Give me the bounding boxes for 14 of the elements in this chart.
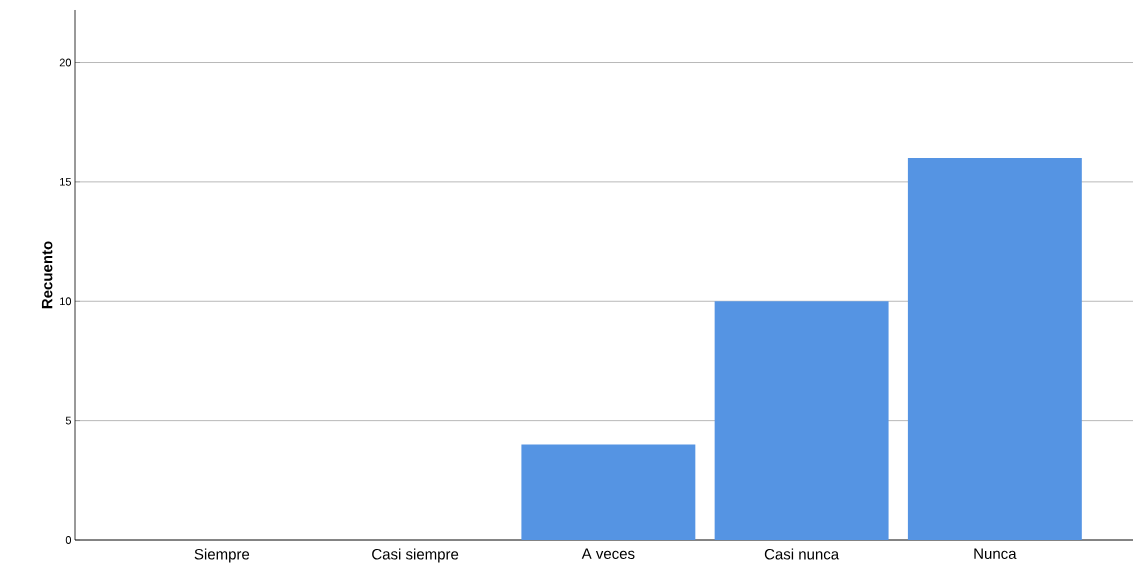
y-tick-label: 5 — [65, 416, 72, 425]
y-tick-label: 0 — [65, 536, 72, 544]
x-tick-label: Casi nunca — [764, 548, 840, 560]
x-tick-label: Siempre — [194, 548, 250, 563]
bar — [521, 444, 696, 540]
x-tick-label: Nunca — [974, 548, 1017, 559]
y-tick-label: 15 — [60, 178, 72, 186]
x-tick-label: A veces — [581, 548, 635, 559]
y-axis-title: Recuento — [41, 241, 53, 309]
x-tick-label: Casi siempre — [372, 548, 459, 563]
y-tick-label: 10 — [60, 297, 72, 306]
bar — [907, 158, 1082, 540]
bar — [714, 301, 889, 540]
y-tick-label: 20 — [59, 58, 72, 67]
